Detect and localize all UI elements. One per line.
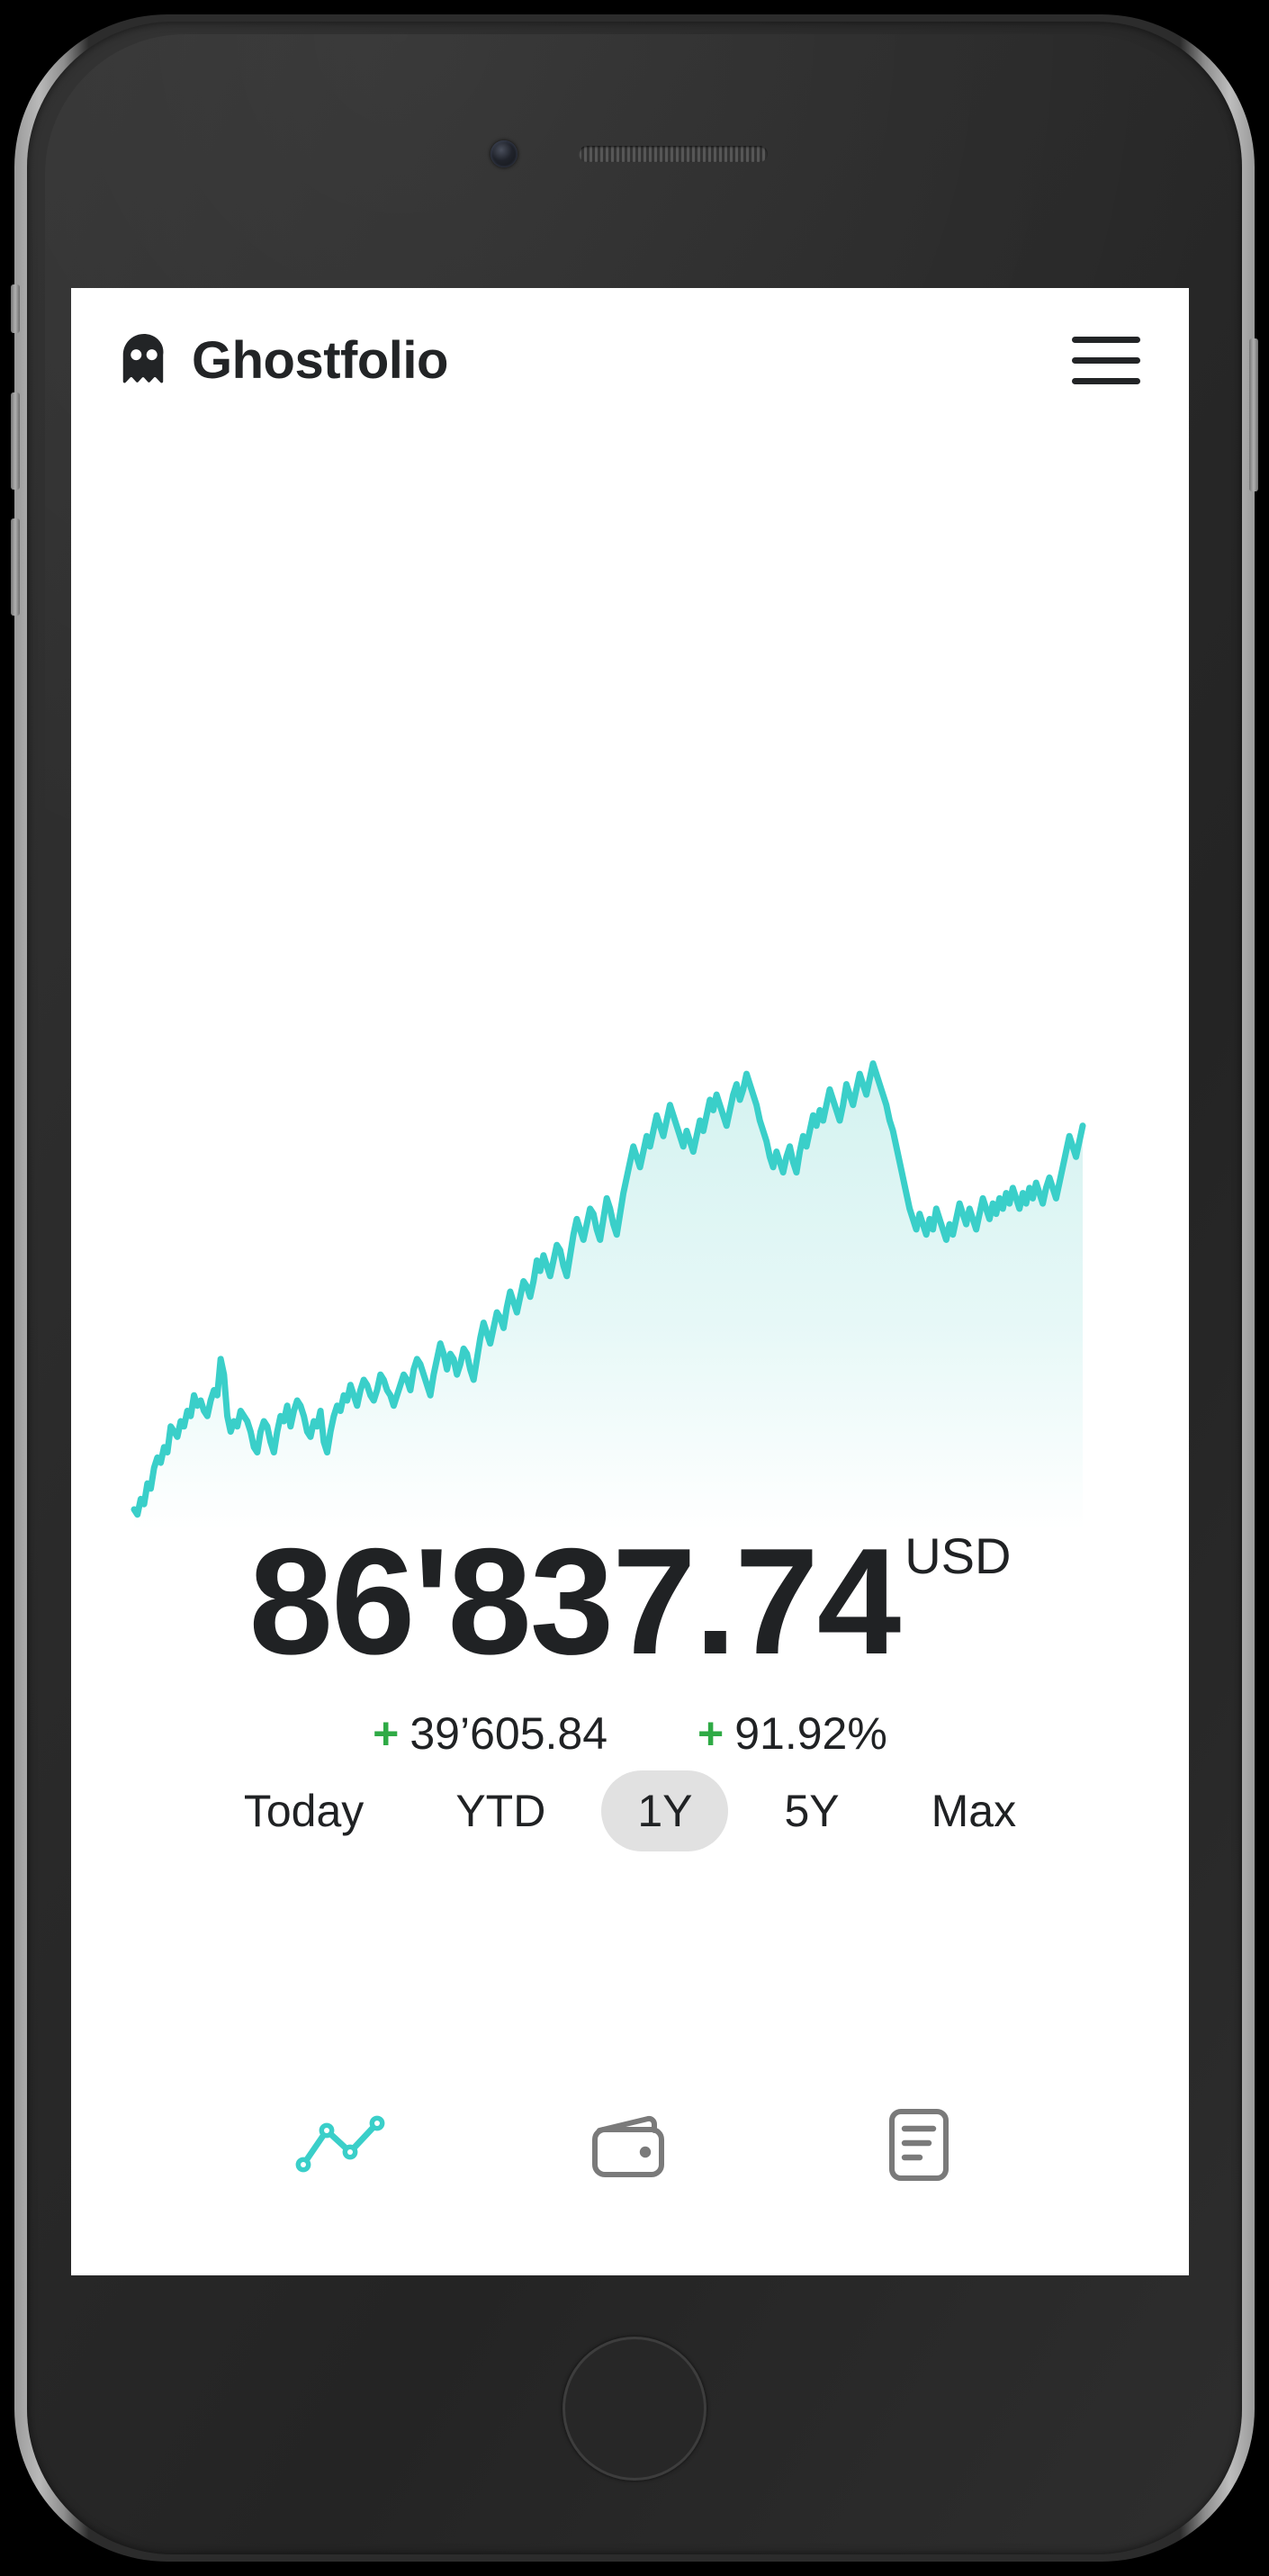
volume-up-button[interactable]: [11, 392, 20, 490]
power-button[interactable]: [1249, 338, 1258, 491]
app-header: Ghostfolio: [71, 288, 1189, 432]
analytics-line-chart-icon: [295, 2115, 385, 2173]
portfolio-amount: 86'837.74: [248, 1517, 902, 1686]
device-frame: Ghostfolio: [11, 14, 1258, 2562]
absolute-change: + 39’605.84: [373, 1707, 608, 1760]
menu-line-3: [1072, 377, 1140, 384]
range-tab-today[interactable]: Today: [208, 1770, 400, 1851]
bottom-navigation: [71, 2077, 1189, 2212]
portfolio-summary: 86'837.74 USD + 39’605.84 + 91.92%: [71, 1526, 1189, 1760]
nav-item-summary[interactable]: [851, 2095, 986, 2194]
menu-line-2: [1072, 356, 1140, 364]
chart-line: [130, 1060, 1086, 1518]
range-tab-max[interactable]: Max: [896, 1770, 1052, 1851]
nav-item-wallet[interactable]: [562, 2095, 698, 2194]
volume-down-button[interactable]: [11, 518, 20, 616]
portfolio-currency: USD: [904, 1527, 1012, 1584]
range-tab-1y[interactable]: 1Y: [601, 1770, 729, 1851]
silent-switch[interactable]: [11, 284, 20, 333]
performance-row: + 39’605.84 + 91.92%: [71, 1707, 1189, 1760]
front-camera-icon: [490, 140, 518, 167]
earpiece-speaker-icon: [579, 146, 768, 162]
percent-change-sign: +: [698, 1708, 724, 1759]
hamburger-menu-icon[interactable]: [1072, 329, 1149, 392]
percent-change: + 91.92%: [698, 1707, 887, 1760]
summary-document-icon: [888, 2109, 949, 2181]
menu-line-1: [1072, 336, 1140, 343]
date-range-tabs: Today YTD 1Y 5Y Max: [71, 1770, 1189, 1851]
range-tab-ytd[interactable]: YTD: [419, 1770, 581, 1851]
absolute-change-sign: +: [373, 1708, 400, 1759]
ghost-icon: [122, 333, 164, 383]
absolute-change-value: 39’605.84: [410, 1708, 608, 1759]
portfolio-area-chart: [130, 1060, 1086, 1530]
percent-change-value: 91.92%: [734, 1708, 887, 1759]
range-tab-5y[interactable]: 5Y: [748, 1770, 875, 1851]
phone-screen: Ghostfolio: [71, 288, 1189, 2275]
portfolio-chart-region[interactable]: [71, 990, 1189, 1530]
home-button[interactable]: [562, 2337, 706, 2481]
app-title: Ghostfolio: [192, 330, 448, 390]
portfolio-value: 86'837.74 USD: [249, 1526, 1012, 1677]
chart-area-fill: [134, 1063, 1083, 1530]
brand[interactable]: Ghostfolio: [116, 330, 448, 391]
nav-item-analytics[interactable]: [274, 2095, 409, 2194]
wallet-icon: [591, 2115, 664, 2177]
